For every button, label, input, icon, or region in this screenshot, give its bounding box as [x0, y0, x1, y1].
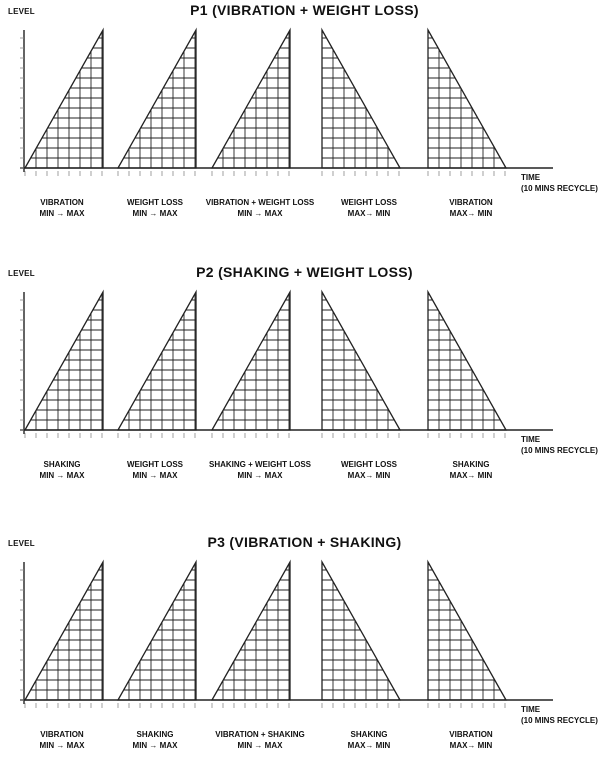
time-label: TIME	[521, 435, 541, 444]
segment-mode-name: VIBRATION	[40, 198, 84, 207]
segment-label: SHAKING MAX→ MIN	[309, 729, 429, 751]
segment-label: VIBRATION + SHAKING MIN → MAX	[200, 729, 320, 751]
level-time-diagram	[20, 559, 553, 708]
segment-mode-name: WEIGHT LOSS	[341, 198, 397, 207]
ramp-triangle	[210, 27, 291, 169]
segment-mode-name: VIBRATION	[40, 730, 84, 739]
segment-mode-name: SHAKING	[136, 730, 174, 739]
ramp-triangle	[427, 559, 508, 701]
segment-label: WEIGHT LOSS MIN → MAX	[95, 197, 215, 219]
segment-mode-name: WEIGHT LOSS	[127, 460, 183, 469]
ramp-triangle	[23, 289, 104, 431]
triangle-outline	[23, 289, 104, 431]
segment-direction: MAX→ MIN	[449, 471, 493, 480]
segment-label: VIBRATION MAX→ MIN	[411, 729, 531, 751]
segment-direction: MIN → MAX	[237, 741, 283, 750]
triangle-outline	[210, 289, 291, 431]
segment-label: WEIGHT LOSS MIN → MAX	[95, 459, 215, 481]
segment-mode-name: WEIGHT LOSS	[341, 460, 397, 469]
segment-direction: MAX→ MIN	[449, 209, 493, 218]
segment-label: VIBRATION MIN → MAX	[2, 729, 122, 751]
triangle-outline	[116, 27, 197, 169]
segment-mode-name: VIBRATION + WEIGHT LOSS	[205, 198, 315, 207]
ramp-triangle	[427, 289, 508, 431]
segment-direction: MIN → MAX	[132, 209, 178, 218]
segment-direction: MIN → MAX	[132, 471, 178, 480]
segment-mode-name: SHAKING	[350, 730, 388, 739]
recycle-label: (10 MINS RECYCLE)	[521, 446, 598, 455]
ramp-triangle	[321, 289, 402, 431]
segment-direction: MIN → MAX	[39, 741, 85, 750]
ramp-triangle	[23, 27, 104, 169]
program-title: P2 (SHAKING + WEIGHT LOSS)	[196, 264, 413, 280]
time-label: TIME	[521, 705, 541, 714]
triangle-outline	[427, 289, 508, 431]
segment-mode-name: VIBRATION	[449, 198, 493, 207]
ramp-triangle	[321, 559, 402, 701]
segment-direction: MIN → MAX	[237, 471, 283, 480]
segment-mode-name: WEIGHT LOSS	[127, 198, 183, 207]
segment-direction: MIN → MAX	[39, 209, 85, 218]
triangle-outline	[23, 27, 104, 169]
triangle-outline	[321, 559, 402, 701]
program-panel-p1: LEVEL P1 (VIBRATION + WEIGHT LOSS) VIBRA…	[0, 0, 609, 240]
triangle-outline	[23, 559, 104, 701]
segment-label: WEIGHT LOSS MAX→ MIN	[309, 197, 429, 219]
segment-mode-name: SHAKING	[43, 460, 81, 469]
ramp-triangle	[427, 27, 508, 169]
ramp-triangle	[210, 289, 291, 431]
program-panel-p2: LEVEL P2 (SHAKING + WEIGHT LOSS) SHAKING…	[0, 262, 609, 502]
segment-direction: MAX→ MIN	[347, 471, 391, 480]
ramp-triangle	[116, 559, 197, 701]
triangle-outline	[210, 559, 291, 701]
triangle-outline	[116, 559, 197, 701]
level-time-diagram	[20, 289, 553, 438]
time-axis-label: TIME (10 MINS RECYCLE)	[521, 434, 598, 456]
segment-direction: MAX→ MIN	[347, 209, 391, 218]
level-axis-label: LEVEL	[8, 269, 35, 278]
segment-direction: MIN → MAX	[132, 741, 178, 750]
program-title: P3 (VIBRATION + SHAKING)	[207, 534, 402, 550]
recycle-label: (10 MINS RECYCLE)	[521, 716, 598, 725]
ramp-triangle	[116, 27, 197, 169]
segment-label: SHAKING + WEIGHT LOSS MIN → MAX	[200, 459, 320, 481]
segment-direction: MIN → MAX	[39, 471, 85, 480]
triangle-outline	[210, 27, 291, 169]
segment-direction: MAX→ MIN	[449, 741, 493, 750]
triangle-outline	[321, 289, 402, 431]
segment-mode-name: SHAKING	[452, 460, 490, 469]
level-axis-label: LEVEL	[8, 539, 35, 548]
segment-direction: MIN → MAX	[237, 209, 283, 218]
triangle-outline	[427, 559, 508, 701]
time-label: TIME	[521, 173, 541, 182]
ramp-triangle	[23, 559, 104, 701]
recycle-label: (10 MINS RECYCLE)	[521, 184, 598, 193]
segment-label: VIBRATION MAX→ MIN	[411, 197, 531, 219]
segment-mode-name: VIBRATION + SHAKING	[215, 730, 305, 739]
segment-label: SHAKING MIN → MAX	[95, 729, 215, 751]
segment-label: SHAKING MIN → MAX	[2, 459, 122, 481]
ramp-triangle	[210, 559, 291, 701]
level-time-diagram	[20, 27, 553, 176]
segment-label: VIBRATION MIN → MAX	[2, 197, 122, 219]
program-panel-p3: LEVEL P3 (VIBRATION + SHAKING) VIBRATION…	[0, 532, 609, 772]
ramp-triangle	[116, 289, 197, 431]
segment-label: SHAKING MAX→ MIN	[411, 459, 531, 481]
ramp-triangle	[321, 27, 402, 169]
program-title: P1 (VIBRATION + WEIGHT LOSS)	[190, 2, 419, 18]
triangle-outline	[116, 289, 197, 431]
triangle-outline	[427, 27, 508, 169]
triangle-outline	[321, 27, 402, 169]
segment-label: WEIGHT LOSS MAX→ MIN	[309, 459, 429, 481]
segment-direction: MAX→ MIN	[347, 741, 391, 750]
time-axis-label: TIME (10 MINS RECYCLE)	[521, 704, 598, 726]
level-axis-label: LEVEL	[8, 7, 35, 16]
segment-mode-name: SHAKING + WEIGHT LOSS	[208, 460, 311, 469]
segment-label: VIBRATION + WEIGHT LOSS MIN → MAX	[200, 197, 320, 219]
segment-mode-name: VIBRATION	[449, 730, 493, 739]
time-axis-label: TIME (10 MINS RECYCLE)	[521, 172, 598, 194]
